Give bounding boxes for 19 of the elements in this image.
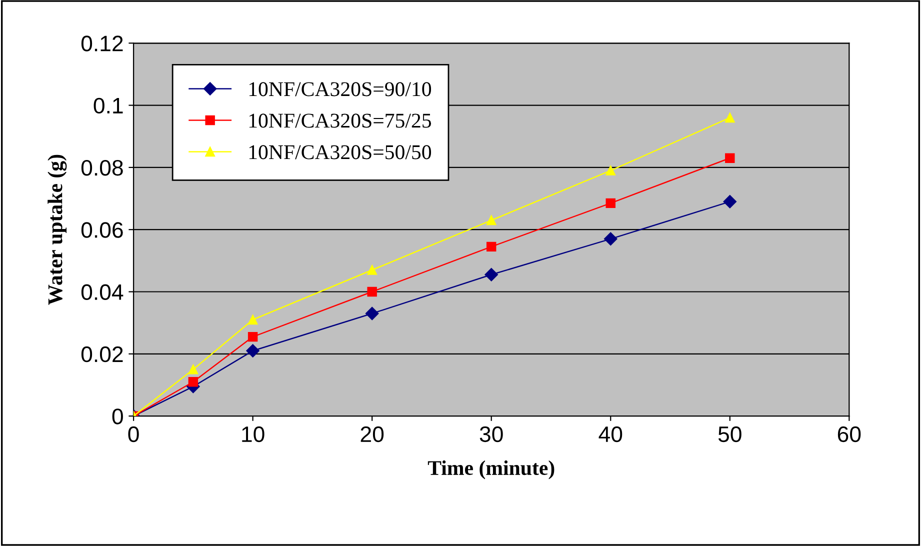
legend-label: 10NF/CA320S=75/25 [249,114,432,128]
legend-label: 10NF/CA320S=50/50 [249,145,432,160]
legend-label: 10NF/CA320S=90/10 [249,82,432,96]
y-tick-label: 0.1 [94,98,123,114]
y-tick-label: 0.08 [81,160,123,176]
x-tick-label: 10 [242,426,264,442]
x-tick-label: 20 [360,426,384,442]
y-axis-title: Water uptake (g) [48,154,67,305]
y-tick-label: 0.02 [81,346,123,362]
x-tick-label: 60 [838,426,861,442]
x-tick-label: 50 [718,426,742,442]
x-axis-title: Time (minute) [428,460,554,480]
x-tick-label: 0 [128,426,139,442]
y-tick-label: 0 [112,408,123,424]
y-tick-label: 0.06 [81,222,123,238]
x-tick-label: 30 [480,426,503,442]
x-tick-label: 40 [598,426,622,442]
y-tick-label: 0.12 [81,36,123,52]
y-tick-label: 0.04 [81,284,124,300]
